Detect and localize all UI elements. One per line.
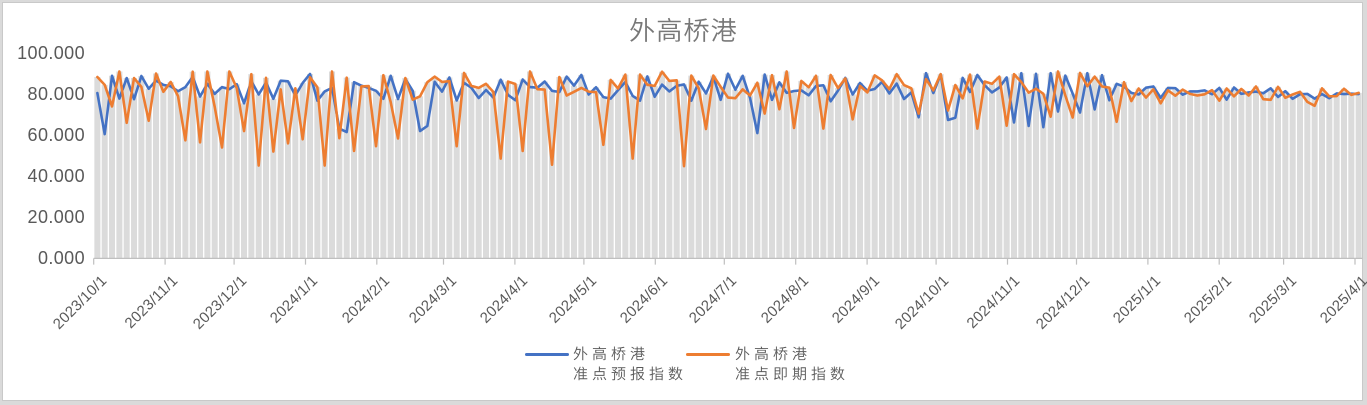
title-row xyxy=(3,17,1362,45)
spot-legend-entry[interactable] xyxy=(735,346,845,387)
plot-area xyxy=(93,70,1363,265)
background-columns xyxy=(94,71,1362,259)
legend-label-line xyxy=(735,366,845,387)
legend-label-line xyxy=(573,366,683,387)
legend-label-line xyxy=(735,346,845,367)
forecast-legend-entry[interactable] xyxy=(573,346,683,387)
spot-legend-swatch[interactable] xyxy=(686,352,730,357)
y-axis-label: 60.000 xyxy=(27,125,85,146)
y-axis-label: 80.000 xyxy=(27,84,85,105)
chart-title xyxy=(629,17,737,45)
y-axis-label: 20.000 xyxy=(27,207,85,228)
y-axis-label: 0.000 xyxy=(37,248,85,269)
forecast-index-line xyxy=(96,71,1360,136)
x-axis-line xyxy=(93,257,1363,265)
legend-label-line xyxy=(573,346,683,367)
spot-index-line xyxy=(96,70,1360,168)
y-axis-label: 40.000 xyxy=(27,166,85,187)
y-axis-label: 100.000 xyxy=(17,43,85,63)
forecast-legend-swatch[interactable] xyxy=(525,352,569,357)
